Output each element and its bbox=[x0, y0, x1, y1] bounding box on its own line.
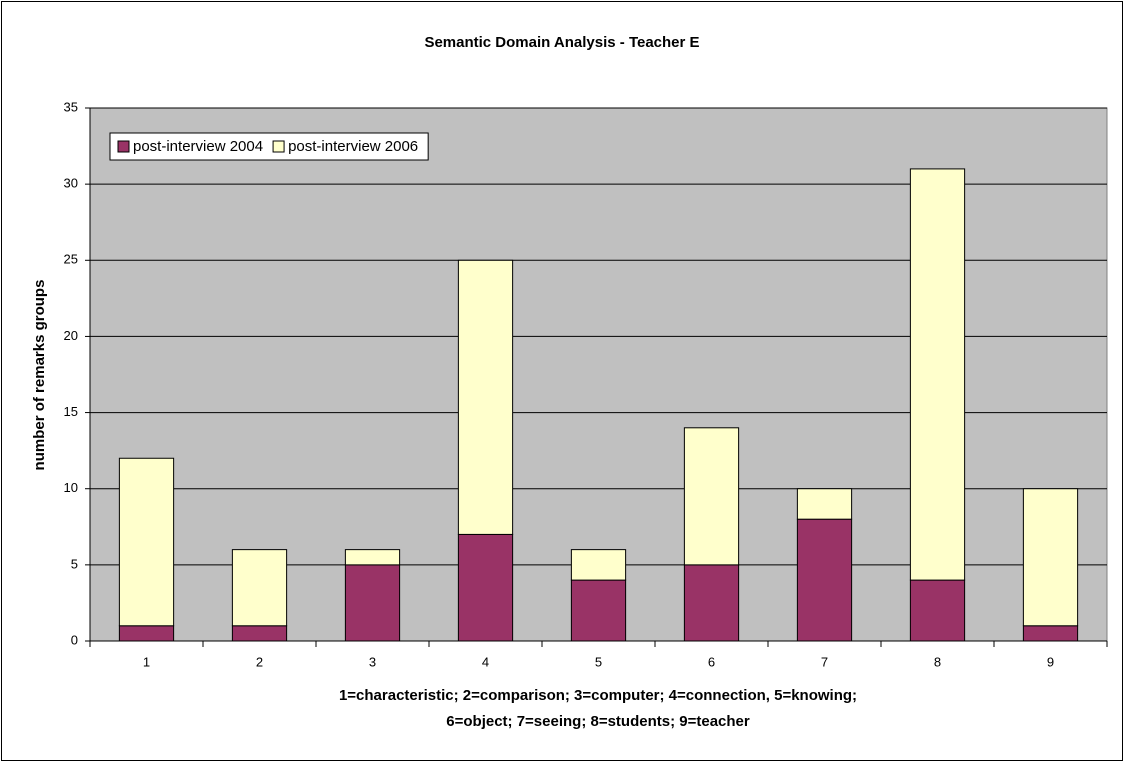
legend bbox=[109, 132, 429, 161]
x-tick-label: 2 bbox=[256, 654, 263, 669]
y-axis-label: number of remarks groups bbox=[31, 280, 48, 471]
bar-segment bbox=[118, 625, 175, 642]
bar-segment bbox=[1022, 625, 1079, 642]
x-tick-label: 6 bbox=[708, 654, 715, 669]
y-tick-label: 35 bbox=[64, 99, 78, 114]
x-tick-label: 1 bbox=[143, 654, 150, 669]
y-tick-label: 15 bbox=[64, 404, 78, 419]
legend-label: post-interview 2004 bbox=[133, 138, 263, 155]
y-tick-label: 10 bbox=[64, 480, 78, 495]
bar-segment bbox=[570, 579, 627, 642]
bar-segment bbox=[344, 564, 401, 642]
bar-segment bbox=[683, 427, 740, 566]
x-axis-label: 1=characteristic; 2=comparison; 3=comput… bbox=[339, 687, 857, 704]
legend-label: post-interview 2006 bbox=[288, 138, 418, 155]
y-tick-label: 5 bbox=[71, 556, 78, 571]
x-tick-label: 9 bbox=[1047, 654, 1054, 669]
y-tick-label: 20 bbox=[64, 328, 78, 343]
x-tick-label: 3 bbox=[369, 654, 376, 669]
x-axis-label: 6=object; 7=seeing; 8=students; 9=teache… bbox=[446, 713, 750, 730]
bar-segment bbox=[683, 564, 740, 642]
bar-segment bbox=[909, 168, 966, 581]
x-tick-label: 7 bbox=[821, 654, 828, 669]
y-tick-label: 30 bbox=[64, 176, 78, 191]
bar-segment bbox=[1022, 488, 1079, 627]
x-tick-label: 5 bbox=[595, 654, 602, 669]
x-tick-label: 8 bbox=[934, 654, 941, 669]
x-tick-label: 4 bbox=[482, 654, 489, 669]
y-tick-label: 0 bbox=[71, 632, 78, 647]
bar-segment bbox=[457, 259, 514, 535]
bar-segment bbox=[796, 488, 853, 520]
bar-segment bbox=[231, 625, 288, 642]
legend-swatch bbox=[272, 140, 285, 153]
chart-title: Semantic Domain Analysis - Teacher E bbox=[424, 34, 699, 51]
bar-segment bbox=[570, 549, 627, 581]
bar-segment bbox=[457, 533, 514, 642]
y-tick-label: 25 bbox=[64, 252, 78, 267]
bar-segment bbox=[231, 549, 288, 627]
bar-segment bbox=[118, 457, 175, 627]
bar-segment bbox=[796, 518, 853, 642]
legend-swatch bbox=[117, 140, 130, 153]
bar-segment bbox=[344, 549, 401, 566]
bar-segment bbox=[909, 579, 966, 642]
